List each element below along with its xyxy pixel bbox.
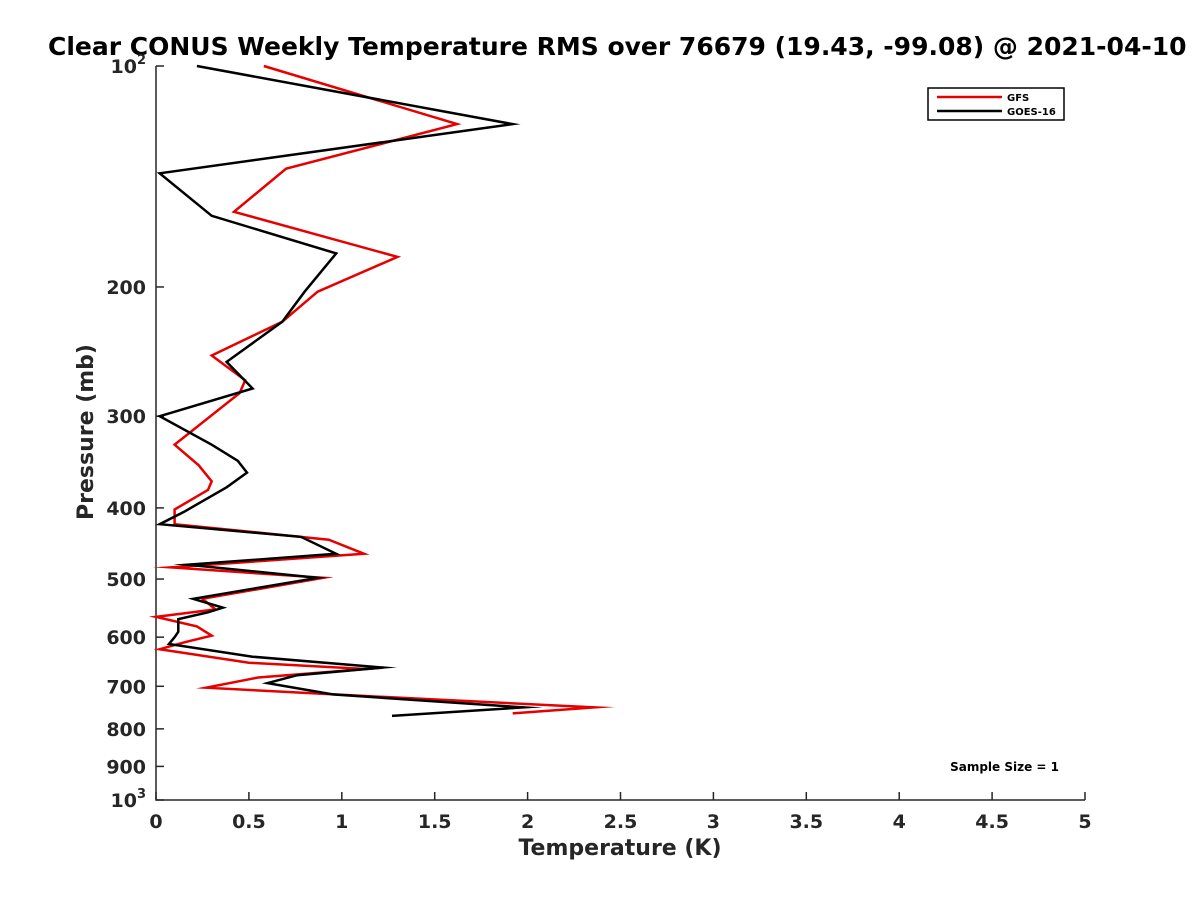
series-lines bbox=[148, 64, 615, 718]
x-tick-label: 4 bbox=[893, 811, 906, 833]
x-tick-label: 0.5 bbox=[232, 811, 266, 833]
y-tick-label: 600 bbox=[106, 627, 146, 649]
x-tick-label: 1 bbox=[335, 811, 348, 833]
x-tick-label: 3 bbox=[707, 811, 720, 833]
y-tick-label: 102 bbox=[111, 53, 147, 78]
x-tick-label: 3.5 bbox=[789, 811, 823, 833]
y-tick-label: 400 bbox=[106, 498, 146, 520]
x-axis-label: Temperature (K) bbox=[518, 836, 721, 861]
y-tick-label: 800 bbox=[106, 719, 146, 741]
x-tick-label: 5 bbox=[1078, 811, 1091, 833]
x-tick-label: 4.5 bbox=[975, 811, 1009, 833]
plot-area: 0 0.5 1 1.5 2 2.5 3 3.5 4 4.5 5 102 200 300 400 500 600… bbox=[106, 53, 1091, 833]
x-tick-label: 2 bbox=[521, 811, 534, 833]
x-tick-label: 0 bbox=[149, 811, 162, 833]
y-tick-label: 500 bbox=[106, 569, 146, 591]
x-tick-label: 1.5 bbox=[418, 811, 452, 833]
y-axis-label: Pressure (mb) bbox=[74, 344, 99, 520]
y-tick-label: 700 bbox=[106, 676, 146, 698]
x-tick-label: 2.5 bbox=[604, 811, 638, 833]
series-line-goes-16 bbox=[155, 64, 543, 718]
y-tick-label: 900 bbox=[106, 756, 146, 778]
legend: GFS GOES-16 bbox=[927, 87, 1065, 121]
x-axis-ticks: 0 0.5 1 1.5 2 2.5 3 3.5 4 4.5 5 bbox=[149, 792, 1092, 833]
y-tick-label: 200 bbox=[106, 277, 146, 299]
sample-size-note: Sample Size = 1 bbox=[950, 760, 1059, 774]
legend-label-goes16: GOES-16 bbox=[1007, 107, 1056, 118]
y-axis-ticks: 102 200 300 400 500 600 700 800 900 103 bbox=[106, 53, 164, 812]
y-tick-label: 300 bbox=[106, 406, 146, 428]
y-tick-label: 103 bbox=[111, 787, 147, 812]
legend-label-gfs: GFS bbox=[1007, 93, 1029, 104]
series-line-gfs bbox=[148, 64, 615, 715]
axes-lines bbox=[155, 66, 1085, 801]
chart-title: Clear CONUS Weekly Temperature RMS over … bbox=[48, 32, 1187, 61]
legend-box bbox=[927, 87, 1065, 121]
